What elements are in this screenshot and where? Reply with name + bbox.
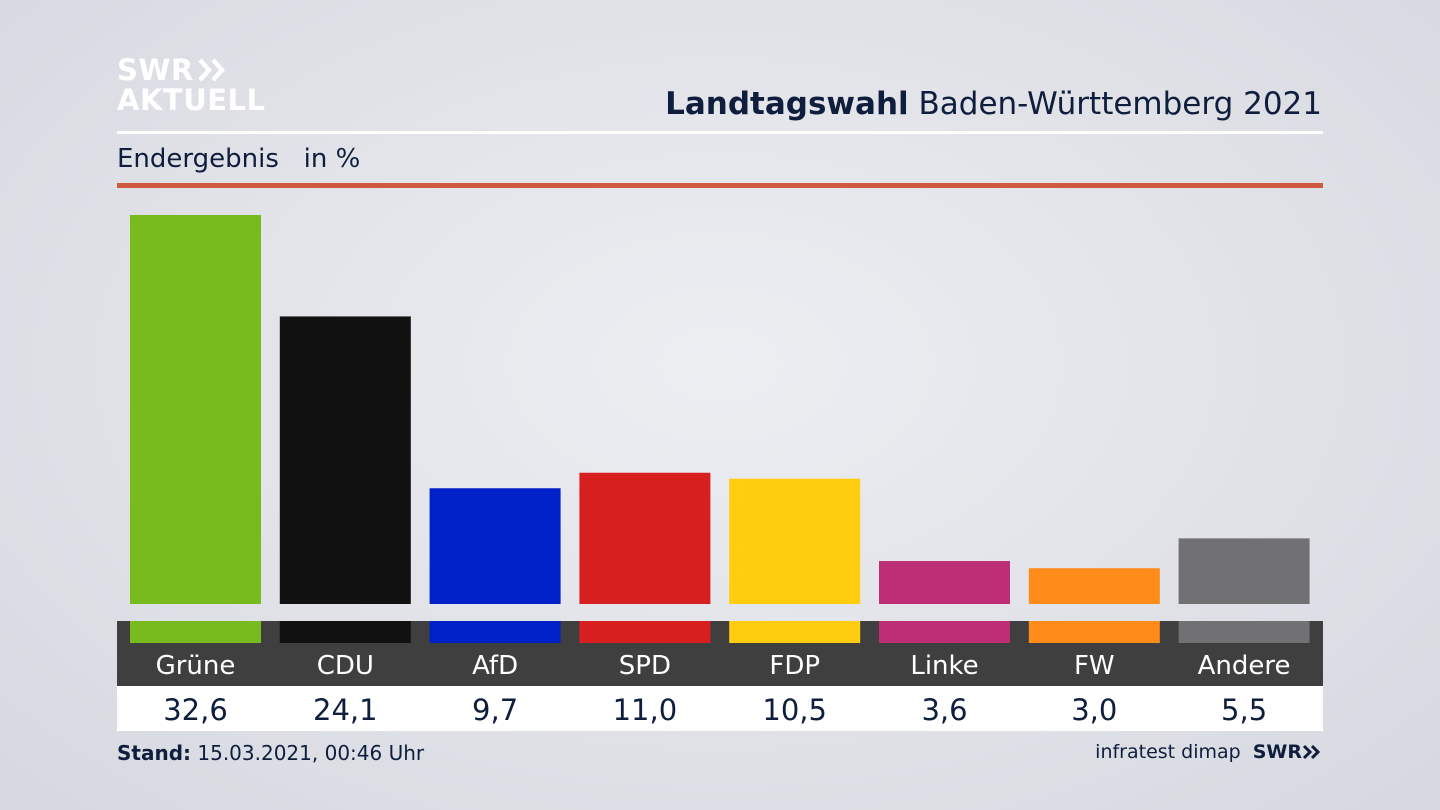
value-label-4: 10,5 [762, 693, 827, 727]
category-label-5: Linke [910, 651, 978, 681]
value-label-5: 3,6 [921, 693, 967, 727]
chart-subtitle: Endergebnis in % [117, 144, 361, 174]
accent-rule [117, 183, 1323, 188]
stand-label: Stand: [117, 741, 192, 765]
value-label-0: 32,6 [163, 693, 228, 727]
color-strip-5 [879, 621, 1010, 643]
double-chevron-icon [198, 58, 225, 82]
value-label-band [117, 686, 1323, 731]
category-label-6: FW [1074, 651, 1115, 681]
color-strip-7 [1178, 621, 1310, 643]
bar-7 [1178, 538, 1310, 604]
bar-2 [429, 488, 561, 604]
color-strip-6 [1028, 621, 1160, 643]
value-label-2: 9,7 [472, 693, 518, 727]
color-strip-4 [729, 621, 861, 643]
color-strip-2 [429, 621, 561, 643]
bar-4 [729, 478, 861, 604]
value-label-6: 3,0 [1071, 693, 1117, 727]
logo-text-swr: SWR [117, 53, 194, 87]
category-label-0: Grüne [156, 651, 236, 681]
color-strip-0 [130, 621, 261, 643]
bar-6 [1028, 568, 1160, 604]
source-text: infratest dimap [1095, 741, 1241, 763]
value-label-3: 11,0 [613, 693, 678, 727]
swr-aktuell-logo: SWR AKTUELL [117, 55, 266, 115]
stand-value: 15.03.2021, 00:46 Uhr [191, 741, 425, 765]
title-bold: Landtagswahl [665, 86, 909, 122]
timestamp: Stand: 15.03.2021, 00:46 Uhr [117, 741, 424, 765]
color-strip-3 [579, 621, 711, 643]
footer-logo-text: SWR [1252, 741, 1302, 763]
logo-text-aktuell: AKTUELL [117, 83, 266, 117]
title-rest: Baden-Württemberg 2021 [908, 86, 1323, 122]
source-credit: infratest dimap SWR [1095, 741, 1322, 763]
category-label-4: FDP [769, 651, 820, 681]
color-strip-1 [279, 621, 411, 643]
category-label-1: CDU [317, 651, 374, 681]
bar-1 [279, 316, 411, 604]
header-divider [117, 131, 1323, 134]
swr-footer-logo: SWR [1253, 741, 1322, 763]
double-chevron-icon [1302, 744, 1321, 760]
chart-title: Landtagswahl Baden-Württemberg 2021 [665, 86, 1322, 122]
value-label-1: 24,1 [313, 693, 378, 727]
bar-3 [579, 472, 711, 604]
category-label-2: AfD [472, 651, 518, 681]
bar-5 [879, 561, 1010, 604]
category-label-3: SPD [619, 651, 671, 681]
category-label-7: Andere [1198, 651, 1291, 681]
bar-0 [130, 215, 261, 604]
value-label-7: 5,5 [1221, 693, 1267, 727]
